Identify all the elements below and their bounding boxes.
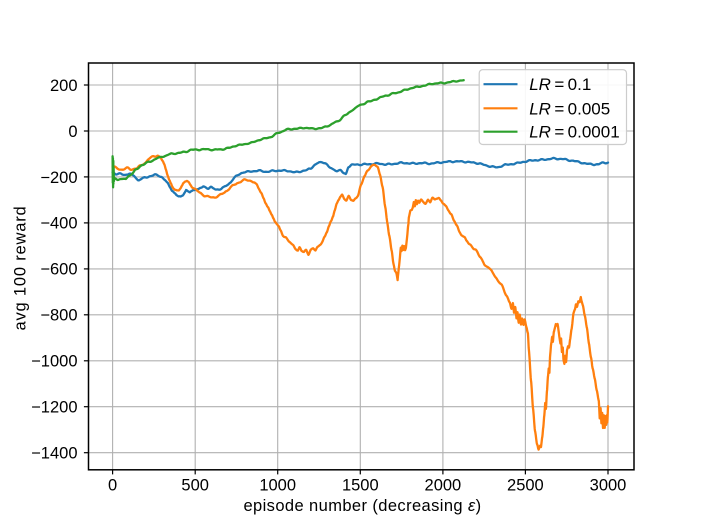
svg-text:−200: −200	[40, 169, 77, 187]
svg-text:1000: 1000	[259, 477, 296, 495]
svg-text:2500: 2500	[507, 477, 544, 495]
svg-text:500: 500	[181, 477, 209, 495]
svg-text:3000: 3000	[590, 477, 627, 495]
svg-text:−1000: −1000	[31, 353, 77, 371]
svg-text:1500: 1500	[342, 477, 379, 495]
svg-text:−1400: −1400	[31, 445, 77, 463]
svg-text:avg 100 reward: avg 100 reward	[12, 206, 30, 331]
svg-text:−600: −600	[40, 261, 77, 279]
svg-text:200: 200	[50, 77, 78, 95]
svg-text:0: 0	[68, 123, 77, 141]
svg-text:0: 0	[108, 477, 117, 495]
svg-text:−800: −800	[40, 307, 77, 325]
svg-text:LR = 0.005: LR = 0.005	[529, 99, 610, 118]
svg-text:LR = 0.0001: LR = 0.0001	[529, 123, 619, 142]
svg-text:−400: −400	[40, 215, 77, 233]
svg-text:episode number (decreasing ε): episode number (decreasing ε)	[243, 497, 481, 515]
svg-text:LR = 0.1: LR = 0.1	[529, 75, 591, 94]
svg-text:2000: 2000	[425, 477, 462, 495]
svg-text:−1200: −1200	[31, 399, 77, 417]
